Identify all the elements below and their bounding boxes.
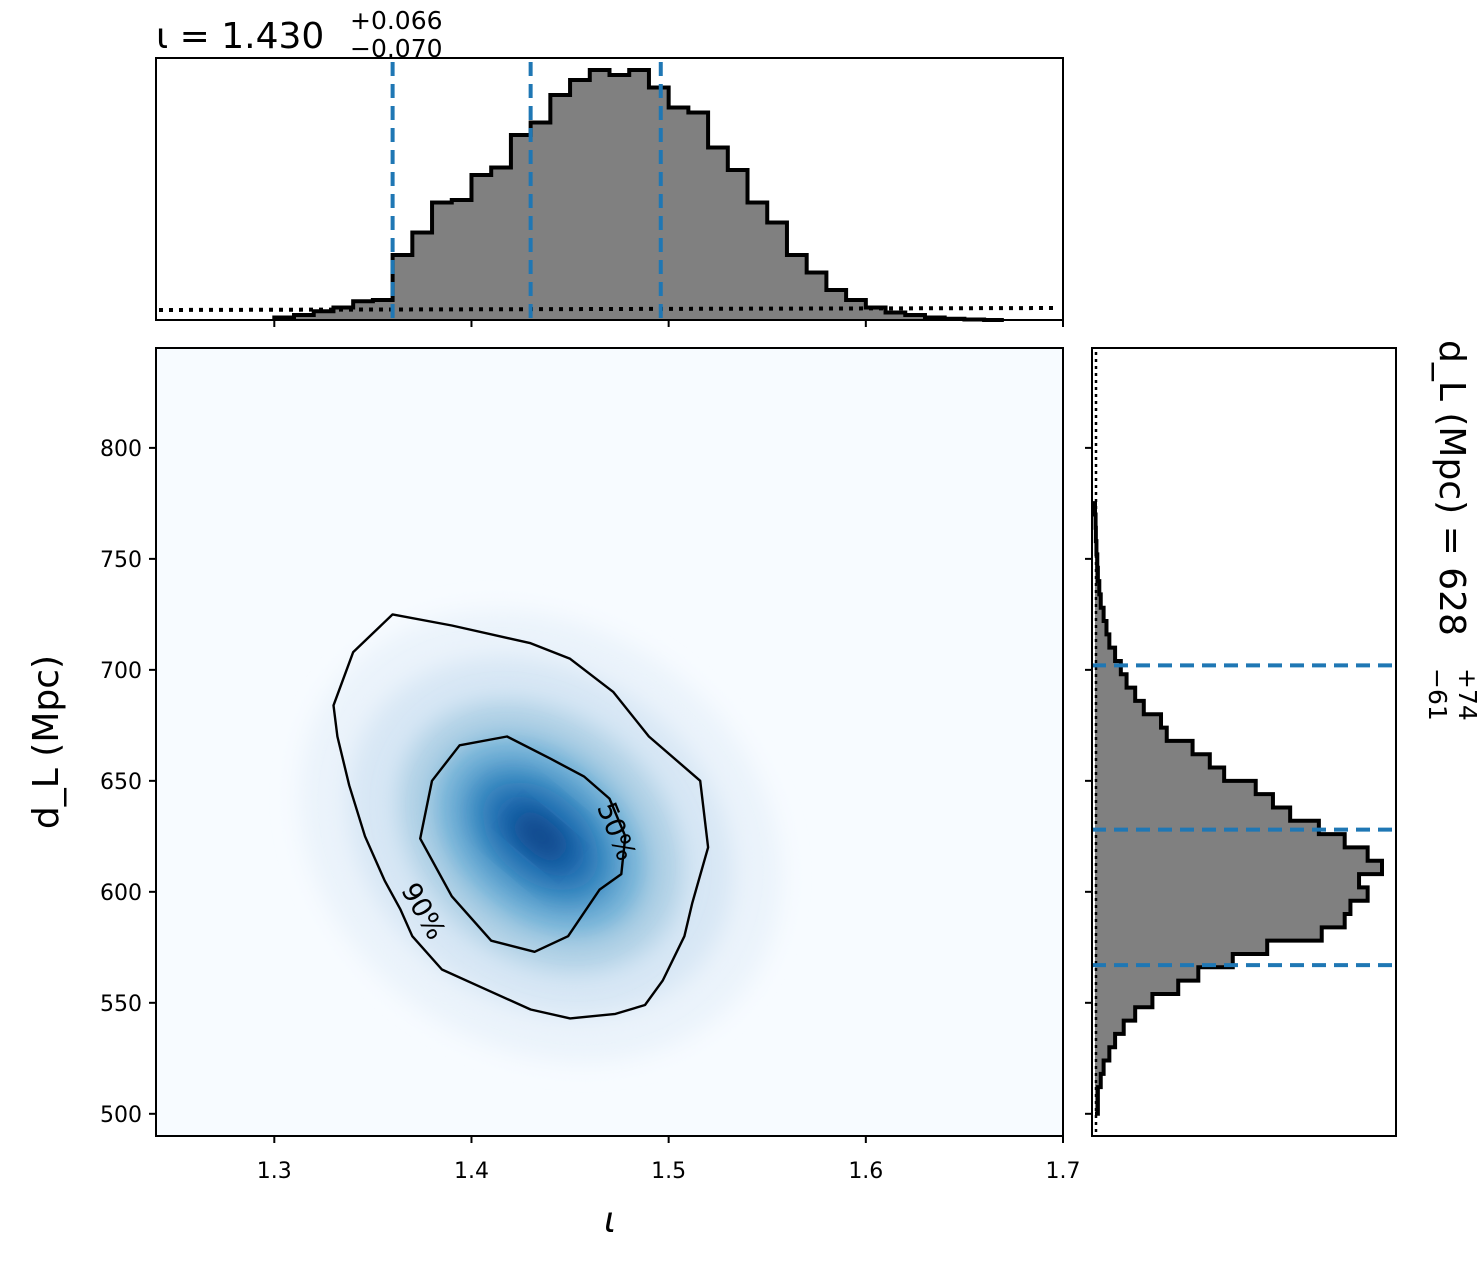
- x-tick-label-1.7: 1.7: [1046, 1159, 1081, 1184]
- distance-summary-title: d_L (Mpc) = 628: [1431, 340, 1472, 636]
- inclination-summary-title: ι = 1.430: [156, 16, 324, 57]
- distance-upper-error: +74: [1453, 668, 1482, 721]
- y-tick-label-750: 750: [100, 548, 142, 573]
- distance-marginal-frame: [1091, 347, 1397, 1137]
- x-tick-label-1.3: 1.3: [257, 1159, 292, 1184]
- y-tick-label-650: 650: [100, 770, 142, 795]
- x-axis-title: ι: [604, 1200, 616, 1241]
- inclination-marginal-panel: ι = 1.430 +0.066 −0.070: [155, 6, 1064, 327]
- x-tick-label-1.5: 1.5: [651, 1159, 686, 1184]
- joint-density-panel: 50%90% 1.3 1.4 1.5 1.6 1.7 50055060065070075…: [26, 347, 1081, 1241]
- inclination-lower-error: −0.070: [350, 34, 443, 63]
- y-axis-title: d_L (Mpc): [26, 655, 67, 829]
- inclination-histogram-fill: [274, 70, 1004, 320]
- inclination-upper-error: +0.066: [350, 6, 443, 35]
- distance-lower-error: −61: [1423, 668, 1452, 721]
- y-tick-label-550: 550: [100, 992, 142, 1017]
- distance-histogram-outline: [1093, 501, 1384, 1116]
- contour-90: [332, 613, 710, 1020]
- distance-histogram-fill: [1095, 501, 1382, 1114]
- inclination-marginal-frame: [155, 57, 1064, 321]
- y-tick-label-600: 600: [100, 881, 142, 906]
- x-tick-label-1.6: 1.6: [848, 1159, 883, 1184]
- distance-marginal-panel: d_L (Mpc) = 628 +74 −61: [1085, 340, 1482, 1137]
- density-layer-7: [513, 811, 568, 862]
- y-tick-label-700: 700: [100, 659, 142, 684]
- joint-density-frame: [155, 347, 1064, 1137]
- x-tick-label-1.4: 1.4: [454, 1159, 489, 1184]
- y-tick-label-500: 500: [100, 1103, 142, 1128]
- contour-50: [419, 735, 627, 953]
- y-tick-label-800: 800: [100, 437, 142, 462]
